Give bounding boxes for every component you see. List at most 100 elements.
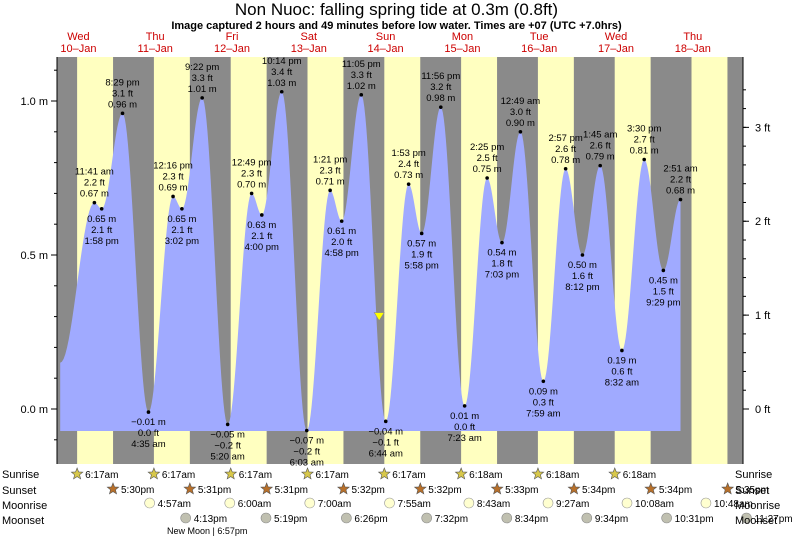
extreme-m-label: 0.98 m	[426, 93, 455, 104]
extreme-time-label: 8:12 pm	[565, 282, 599, 293]
extreme-time-label: 12:49 am	[501, 96, 541, 107]
extreme-point	[500, 240, 504, 245]
extreme-m-label: −0.01 m	[131, 417, 166, 428]
moonset-icon	[581, 512, 593, 524]
day-date: 17–Jan	[598, 43, 634, 55]
moonrise-icon	[463, 497, 475, 509]
extreme-time-label: 9:22 pm	[185, 62, 219, 73]
extreme-m-label: 0.75 m	[473, 164, 502, 175]
extreme-time-label: 2:57 pm	[548, 133, 582, 144]
extreme-ft-label: 3.1 ft	[112, 88, 133, 99]
extreme-ft-label: 2.3 ft	[162, 171, 183, 182]
sunrise-time: 6:17am	[316, 470, 349, 481]
sunset-icon	[567, 482, 581, 495]
day-date: 13–Jan	[291, 43, 327, 55]
extreme-ft-label: 2.0 ft	[331, 237, 352, 248]
extreme-ft-label: 2.2 ft	[84, 178, 105, 189]
moonset-time: 7:32pm	[435, 514, 468, 525]
sunset-time: 5:31pm	[275, 485, 308, 496]
extreme-point	[438, 105, 443, 109]
sunrise-icon	[454, 467, 468, 480]
extreme-m-label: 0.73 m	[394, 170, 423, 181]
sunset-icon	[721, 482, 735, 495]
extreme-point	[620, 348, 624, 353]
extreme-time-label: 3:02 pm	[165, 236, 199, 247]
extreme-ft-label: 2.1 ft	[171, 225, 192, 236]
extreme-m-label: 0.61 m	[327, 226, 356, 237]
extreme-point	[99, 207, 104, 211]
extreme-point	[120, 111, 125, 116]
extreme-ft-label: 3.4 ft	[271, 67, 292, 78]
sunrise-icon	[224, 467, 238, 480]
extreme-point	[279, 89, 284, 94]
day-date: 12–Jan	[214, 43, 250, 55]
y-tick-label-right: 2 ft	[755, 216, 770, 228]
moonrise-time: 7:00am	[318, 499, 351, 510]
extreme-ft-label: 1.6 ft	[572, 271, 593, 282]
extreme-point	[225, 422, 230, 427]
extreme-m-label: 0.65 m	[87, 214, 116, 225]
sunrise-time: 6:18am	[546, 470, 579, 481]
extreme-m-label: 0.71 m	[316, 176, 345, 187]
extreme-time-label: 11:41 am	[75, 167, 114, 178]
sunrise-time: 6:17am	[392, 470, 425, 481]
new-moon-label: New Moon | 6:57pm	[167, 526, 248, 536]
extreme-ft-label: 0.3 ft	[533, 397, 554, 408]
day-name: Fri	[226, 31, 239, 43]
extreme-m-label: −0.04 m	[368, 426, 403, 437]
extreme-point	[518, 130, 523, 134]
extreme-m-label: 1.01 m	[188, 84, 217, 95]
extreme-ft-label: 3.2 ft	[430, 82, 451, 93]
sunrise-icon	[70, 467, 84, 480]
extreme-time-label: 7:23 am	[447, 433, 481, 444]
extreme-time-label: 1:21 pm	[313, 154, 347, 165]
day-name: Thu	[683, 31, 702, 43]
extreme-time-label: 8:32 am	[605, 377, 639, 388]
moonrise-time: 6:00am	[238, 499, 271, 510]
y-tick-label-left: 0.0 m	[20, 404, 48, 416]
extreme-ft-label: 0.6 ft	[611, 366, 632, 377]
extreme-m-label: 0.65 m	[167, 214, 196, 225]
extreme-point	[339, 219, 344, 223]
moonrise-icon	[224, 497, 236, 509]
moonset-time: 8:34pm	[515, 514, 548, 525]
extreme-point	[92, 200, 97, 205]
extreme-time-label: 5:58 pm	[405, 260, 439, 271]
extreme-point	[171, 194, 175, 199]
moonrise-time: 9:27am	[556, 499, 589, 510]
extreme-ft-label: 2.6 ft	[590, 141, 611, 152]
moonset-time: 6:26pm	[354, 514, 387, 525]
extreme-point	[383, 419, 388, 424]
extreme-time-label: 11:56 pm	[421, 71, 460, 82]
extreme-m-label: 0.81 m	[630, 146, 659, 157]
sunrise-icon	[608, 467, 622, 480]
sunset-time: 5:34pm	[659, 485, 692, 496]
sunrise-icon	[301, 467, 314, 480]
extreme-point	[200, 96, 204, 100]
extreme-time-label: 7:03 pm	[485, 270, 519, 281]
extreme-m-label: 1.03 m	[267, 78, 296, 89]
extreme-ft-label: 2.1 ft	[91, 225, 112, 236]
y-tick-label-right: 1 ft	[755, 310, 770, 322]
extreme-time-label: 1:53 pm	[391, 148, 425, 159]
extreme-point	[462, 404, 467, 408]
sunrise-label-left: Sunrise	[2, 469, 40, 481]
extreme-point	[328, 188, 332, 193]
tide-area	[60, 91, 681, 431]
extreme-time-label: 7:59 am	[526, 408, 560, 419]
extreme-point	[359, 93, 364, 97]
sunrise-time: 6:18am	[469, 470, 502, 481]
sunrise-time: 6:17am	[85, 470, 118, 481]
extreme-m-label: 0.45 m	[649, 275, 678, 286]
extreme-m-label: 0.79 m	[586, 152, 615, 163]
sunset-time: 5:31pm	[198, 485, 231, 496]
extreme-time-label: 1:58 pm	[85, 236, 119, 247]
sunset-icon	[260, 482, 274, 495]
extreme-time-label: 4:00 pm	[245, 242, 279, 253]
extreme-time-label: 2:51 am	[663, 164, 697, 175]
moonset-icon	[661, 512, 672, 524]
moonrise-icon	[144, 497, 155, 509]
y-tick-label-left: 0.5 m	[20, 250, 48, 262]
extreme-ft-label: 1.5 ft	[653, 286, 674, 297]
daylight-band	[691, 57, 728, 464]
